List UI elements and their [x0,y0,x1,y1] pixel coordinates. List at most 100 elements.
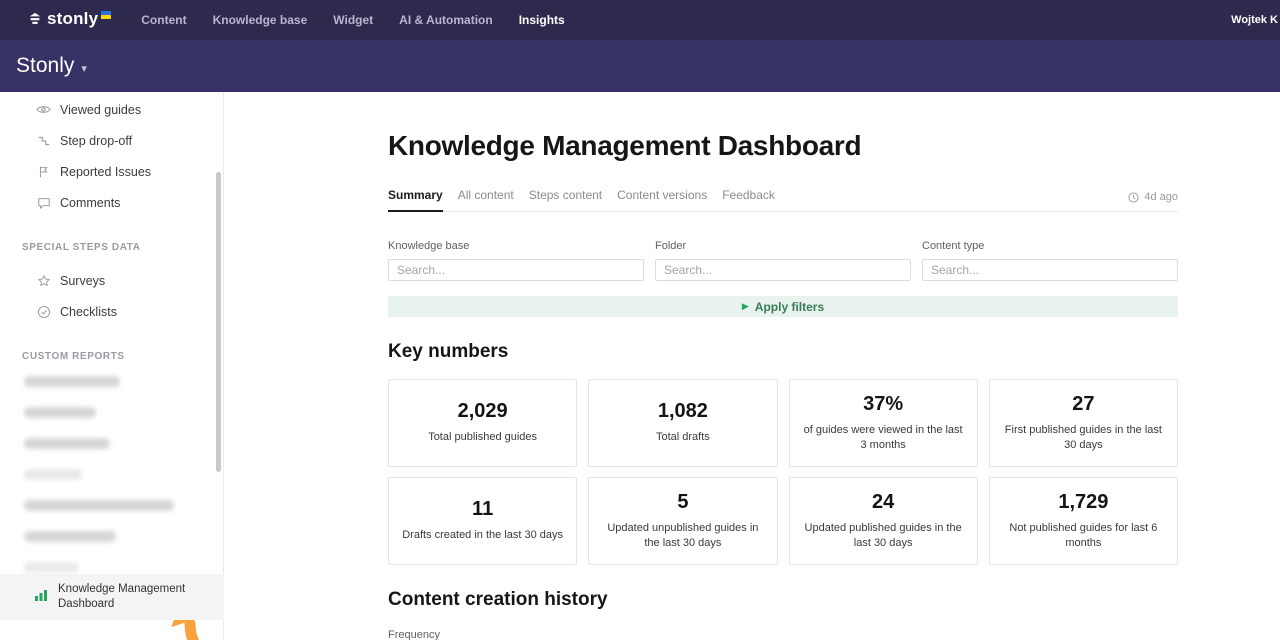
page-title: Knowledge Management Dashboard [388,130,862,161]
sidebar-item-reported-issues[interactable]: Reported Issues [0,156,223,187]
stat-value: 1,082 [657,400,708,423]
nav-item-knowledge-base[interactable]: Knowledge base [212,13,308,27]
user-menu[interactable]: Wojtek K [1231,14,1278,26]
content-type-search-input[interactable] [922,259,1178,281]
sidebar-item-label: Checklists [60,304,117,319]
sidebar-item-comments[interactable]: Comments [0,187,223,218]
nav-item-insights[interactable]: Insights [518,13,565,27]
stat-label: Not published guides for last 6 months [1009,521,1158,549]
sidebar-item-surveys[interactable]: Surveys [0,265,223,296]
main-content: Knowledge Management Dashboard Summary A… [224,92,1280,640]
sidebar-section-special-steps-data: SPECIAL STEPS DATA [22,242,141,253]
tabs-row: Summary All content Steps content Conten… [388,188,1178,212]
sidebar-section-custom-reports: CUSTOM REPORTS [22,351,125,362]
redacted-report-item[interactable] [24,376,120,387]
redacted-report-item[interactable] [24,500,174,511]
sidebar-item-label: Comments [60,195,121,210]
nav-item-widget[interactable]: Widget [333,13,374,27]
nav-item-content[interactable]: Content [141,13,187,27]
sidebar-item-label: Reported Issues [60,164,152,179]
tab-feedback[interactable]: Feedback [722,188,775,202]
redacted-report-item[interactable] [24,407,96,418]
sidebar-item-label: Viewed guides [60,102,142,117]
stat-label: Updated unpublished guides in the last 3… [607,521,759,549]
stat-label: First published guides in the last 30 da… [1004,423,1162,451]
top-nav-items: Content Knowledge base Widget AI & Autom… [141,13,564,27]
stat-label: Total published guides [428,431,538,444]
tab-all-content[interactable]: All content [457,188,514,202]
sidebar-item-label: Knowledge Management Dashboard [58,583,186,610]
sidebar-item-label: Surveys [60,273,106,288]
sidebar-scrollbar[interactable] [216,172,221,472]
flag-icon [36,164,51,179]
apply-filters-button[interactable]: ▶ Apply filters [388,296,1178,317]
filters-row: Knowledge base Folder Content type [388,240,1178,281]
stonly-logo[interactable]: stonly [28,9,112,31]
last-updated: 4d ago [1128,191,1178,211]
redacted-report-item[interactable] [24,438,110,449]
sidebar-item-checklists[interactable]: Checklists [0,296,223,327]
star-icon [36,273,51,288]
insights-sidebar: Viewed guides Step drop-off Reported Iss… [0,92,224,640]
filter-folder: Folder [655,240,911,281]
chevron-down-icon: ▾ [81,62,87,75]
last-updated-text: 4d ago [1144,191,1178,203]
stat-card-updated-unpublished: 5 Updated unpublished guides in the last… [588,477,778,565]
tab-content-versions[interactable]: Content versions [617,188,708,202]
stat-card-updated-published: 24 Updated published guides in the last … [788,477,978,565]
stat-value: 1,729 [1058,490,1109,513]
apply-filters-label: Apply filters [754,299,825,314]
filter-label: Folder [655,240,687,252]
content-creation-history-title: Content creation history [388,589,608,610]
sidebar-item-viewed-guides[interactable]: Viewed guides [0,94,223,125]
nav-item-ai-automation[interactable]: AI & Automation [399,13,493,27]
stat-value: 27 [1072,392,1095,415]
redacted-report-item[interactable] [24,531,116,542]
eye-icon [36,102,51,117]
stonly-logo-text: stonly [47,9,99,28]
redacted-report-item[interactable] [24,469,82,480]
stat-card-viewed-percentage: 37% of guides were viewed in the last 3 … [788,379,978,467]
sidebar-item-step-drop-off[interactable]: Step drop-off [0,125,223,156]
workspace-name: Stonly [16,54,75,77]
filter-content-type: Content type [922,240,1178,281]
clock-icon [1128,191,1139,203]
stonly-logo-icon [28,12,42,31]
sidebar-item-label: Step drop-off [60,133,133,148]
bar-chart-icon [34,588,49,607]
redacted-report-item[interactable] [24,562,79,573]
frequency-block: Frequency Monthly ▾ [388,629,1178,640]
stat-label: of guides were viewed in the last 3 mont… [803,423,963,451]
comment-icon [36,195,51,210]
folder-search-input[interactable] [655,259,911,281]
stat-value: 5 [677,490,689,513]
custom-reports-list-redacted [0,376,223,573]
stat-value: 11 [472,498,494,521]
filter-label: Content type [922,240,985,252]
stat-label: Drafts created in the last 30 days [402,529,564,542]
workspace-switcher[interactable]: Stonly ▾ [16,54,87,78]
workspace-header: Stonly ▾ [0,40,1280,92]
stat-label: Total drafts [655,431,710,444]
stat-card-drafts-created: 11 Drafts created in the last 30 days [388,477,578,565]
tab-steps-content[interactable]: Steps content [528,188,603,202]
stat-card-total-published-guides: 2,029 Total published guides [388,379,578,467]
stat-value: 24 [872,490,895,513]
stat-card-total-drafts: 1,082 Total drafts [588,379,778,467]
stat-card-first-published: 27 First published guides in the last 30… [988,379,1178,467]
steps-icon [36,133,51,148]
check-circle-icon [36,304,51,319]
ukraine-flag-icon [101,11,112,19]
key-numbers-title: Key numbers [388,341,509,362]
stat-label: Updated published guides in the last 30 … [804,521,962,549]
filter-label: Knowledge base [388,240,470,252]
stat-value: 2,029 [457,400,508,423]
top-navbar: stonly Content Knowledge base Widget AI … [0,0,1280,40]
key-numbers-grid: 2,029 Total published guides 1,082 Total… [388,379,1178,565]
stat-value: 37% [863,392,904,415]
filter-knowledge-base: Knowledge base [388,240,644,281]
tab-summary[interactable]: Summary [388,188,443,212]
sidebar-item-knowledge-management-dashboard[interactable]: Knowledge Management Dashboard [0,574,224,620]
knowledge-base-search-input[interactable] [388,259,644,281]
frequency-label: Frequency [388,629,440,640]
